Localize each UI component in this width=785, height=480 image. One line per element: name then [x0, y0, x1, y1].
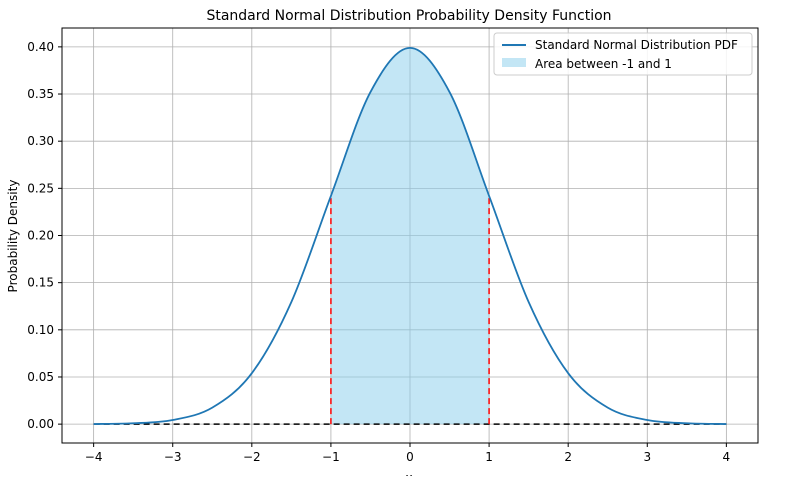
y-tick-label: 0.20 — [27, 229, 54, 243]
y-tick-label: 0.15 — [27, 276, 54, 290]
y-tick-label: 0.00 — [27, 417, 54, 431]
x-axis-label: x — [405, 471, 412, 476]
x-tick-label: 2 — [564, 450, 572, 464]
pdf-curve — [93, 47, 727, 425]
y-tick-label: 0.40 — [27, 40, 54, 54]
x-tick-label: −1 — [322, 450, 340, 464]
legend-area-swatch — [502, 58, 526, 67]
legend: Standard Normal Distribution PDF Area be… — [493, 32, 753, 76]
chart-title: Standard Normal Distribution Probability… — [206, 8, 611, 24]
x-tick-label: 3 — [643, 450, 651, 464]
x-tick-label: 4 — [723, 450, 731, 464]
legend-label-pdf: Standard Normal Distribution PDF — [535, 38, 738, 52]
y-tick-label: 0.35 — [27, 87, 54, 101]
y-tick-label: 0.10 — [27, 323, 54, 337]
x-tick-label: −2 — [243, 450, 261, 464]
legend-label-area: Area between -1 and 1 — [535, 57, 672, 71]
x-ticks: −4 −3 −2 −1 0 1 2 3 4 — [85, 443, 730, 464]
x-tick-label: −4 — [85, 450, 103, 464]
x-tick-label: −3 — [164, 450, 182, 464]
shaded-area-layer — [330, 47, 490, 425]
y-ticks: 0.00 0.05 0.10 0.15 0.20 0.25 0.30 0.35 0.40 — [27, 40, 62, 431]
y-tick-label: 0.05 — [27, 370, 54, 384]
shaded-area — [330, 47, 490, 425]
y-tick-label: 0.25 — [27, 181, 54, 195]
x-tick-label: 0 — [406, 450, 414, 464]
vertical-lines-layer — [330, 195, 490, 425]
y-axis-label: Probability Density — [6, 180, 20, 293]
y-tick-label: 0.30 — [27, 134, 54, 148]
series-layer — [93, 47, 727, 425]
legend-box — [493, 32, 753, 76]
x-tick-label: 1 — [485, 450, 493, 464]
